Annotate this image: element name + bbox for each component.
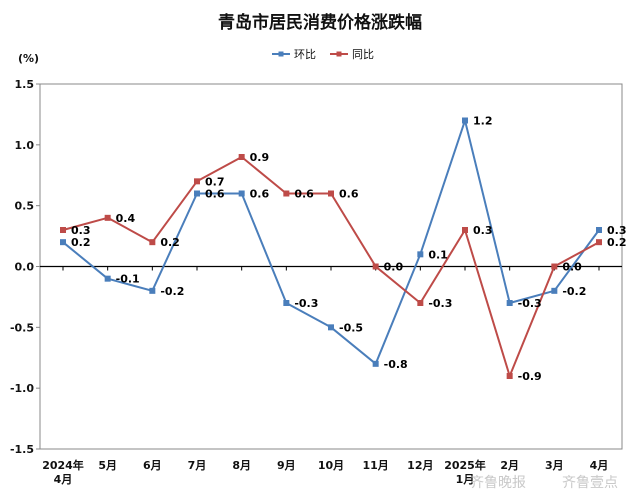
data-point [104, 214, 111, 221]
data-label: 0.4 [116, 212, 136, 225]
data-point [194, 190, 200, 197]
data-label: 0.2 [71, 236, 91, 249]
data-label: 0.7 [205, 175, 225, 188]
y-tick-label: 1.5 [15, 78, 35, 91]
x-tick-label: 1月 [456, 473, 475, 486]
data-label: -0.3 [294, 297, 318, 310]
data-point [60, 239, 66, 246]
data-point [149, 239, 156, 246]
data-label: -0.3 [518, 297, 542, 310]
chart-title: 青岛市居民消费价格涨跌幅 [218, 12, 422, 33]
data-point [283, 300, 290, 306]
x-tick-label: 5月 [98, 459, 117, 472]
data-point [104, 275, 111, 282]
data-label: 0.6 [294, 188, 314, 201]
y-tick-label: -1.5 [10, 443, 34, 456]
data-point [328, 190, 334, 197]
data-point [506, 373, 513, 379]
x-tick-label: 11月 [363, 459, 389, 472]
x-tick-label: 12月 [407, 459, 433, 472]
data-label: 0.1 [428, 248, 448, 261]
x-tick-label: 2024年 [42, 458, 84, 472]
legend-swatch-marker [278, 51, 284, 57]
legend-label: 同比 [352, 48, 374, 61]
x-tick-label: 9月 [277, 459, 296, 472]
watermark-text-2: 齐鲁壹点 [562, 475, 618, 491]
data-label: -0.1 [116, 273, 140, 286]
y-tick-label: 0.5 [15, 200, 35, 213]
data-point [462, 227, 468, 233]
data-point [417, 251, 424, 258]
data-label: -0.5 [339, 321, 363, 334]
data-point [551, 287, 558, 294]
watermark-text-1: 齐鲁晚报 [470, 475, 526, 491]
x-tick-label: 7月 [188, 459, 207, 472]
data-label: -0.3 [428, 297, 452, 310]
data-label: 1.2 [473, 115, 493, 128]
data-label: -0.2 [562, 285, 586, 298]
data-label: 0.9 [250, 151, 270, 164]
data-label: 0.3 [607, 224, 627, 237]
data-label: 0.3 [71, 224, 91, 237]
data-point [238, 190, 245, 197]
x-tick-label: 10月 [318, 459, 344, 472]
x-tick-label: 2025年 [444, 458, 486, 472]
data-point [328, 324, 334, 331]
data-point [194, 178, 200, 185]
data-point [372, 360, 379, 367]
data-label: -0.9 [518, 370, 542, 383]
data-label: 0.0 [384, 261, 404, 274]
x-tick-label: 4月 [590, 459, 609, 472]
data-point [283, 190, 290, 197]
data-label: 0.6 [205, 188, 225, 201]
data-label: 0.0 [562, 261, 582, 274]
data-point [417, 300, 424, 306]
data-point [462, 117, 468, 124]
y-tick-label: 0.0 [15, 261, 35, 274]
watermark: 齐鲁晚报 齐鲁壹点 [470, 475, 618, 491]
legend-label: 环比 [294, 48, 316, 61]
data-point [149, 287, 156, 294]
x-tick-label: 4月 [54, 473, 73, 486]
legend: 环比 同比 [272, 48, 374, 61]
plot-area: 0.2 -0.1 -0.2 0.6 0.6 -0.3 -0.5 -0.8 0.1 1.2 -0.3 -… [60, 115, 627, 383]
y-axis-unit-label: (%) [18, 52, 39, 65]
data-point [238, 154, 245, 160]
data-label: 0.6 [339, 188, 359, 201]
data-label: -0.2 [160, 285, 184, 298]
data-point [551, 263, 558, 270]
data-point [506, 300, 513, 306]
x-tick-label: 6月 [143, 459, 162, 472]
data-point [596, 239, 602, 246]
legend-swatch-marker [336, 51, 342, 57]
x-tick-label: 8月 [232, 459, 251, 472]
data-point [60, 227, 66, 233]
y-tick-label: -1.0 [10, 382, 34, 395]
data-label: 0.6 [250, 188, 270, 201]
x-tick-label: 2月 [500, 459, 519, 472]
data-label: 0.2 [160, 236, 180, 249]
y-tick-label: -0.5 [10, 321, 34, 334]
data-label: 0.2 [607, 236, 627, 249]
data-label: 0.3 [473, 224, 493, 237]
x-tick-label: 3月 [545, 459, 564, 472]
data-point [372, 263, 379, 270]
data-point [596, 227, 602, 233]
data-label: -0.8 [384, 358, 408, 371]
y-tick-label: 1.0 [15, 139, 35, 152]
